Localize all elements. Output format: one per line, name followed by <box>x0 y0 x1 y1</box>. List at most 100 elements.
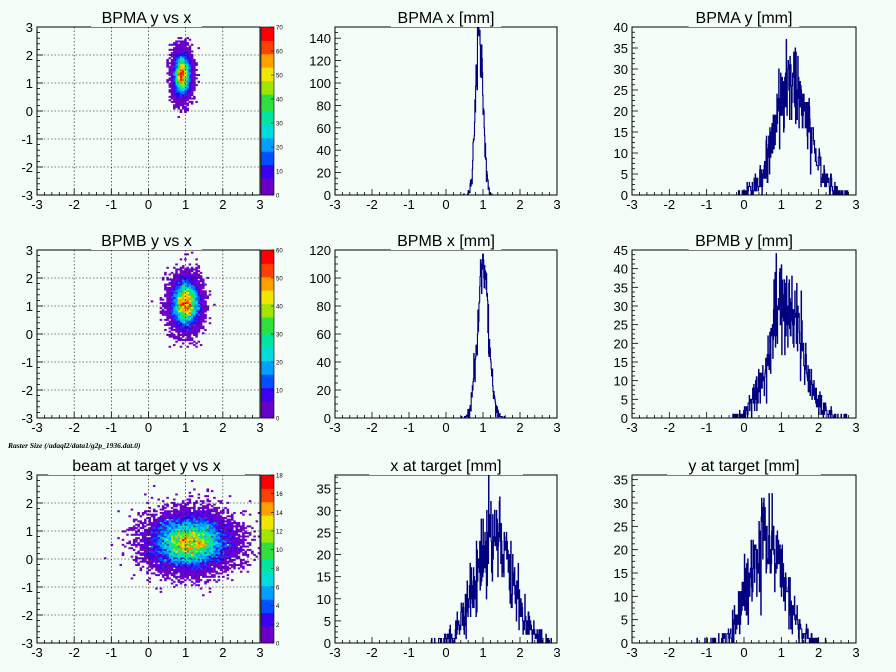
x-tick-label: -1 <box>701 645 713 660</box>
heatmap-cell <box>217 559 221 561</box>
heatmap-cell <box>177 575 181 578</box>
heatmap-cell <box>248 543 252 546</box>
heatmap-cell <box>195 572 198 575</box>
heatmap-cell <box>164 511 167 514</box>
heatmap-cell <box>184 325 187 328</box>
heatmap-cell <box>190 572 194 575</box>
heatmap-cell <box>202 508 205 511</box>
heatmap-cell <box>181 320 185 323</box>
heatmap-cell <box>186 567 189 570</box>
heatmap-cell <box>193 520 196 523</box>
heatmap-cell <box>228 495 232 498</box>
heatmap-cell <box>170 572 174 575</box>
heatmap-cell <box>184 528 187 531</box>
heatmap-cell <box>173 518 176 521</box>
color-scale-step <box>261 350 274 355</box>
heatmap-cell <box>199 555 203 558</box>
heatmap-cell <box>231 525 234 528</box>
heatmap-cell <box>186 305 189 308</box>
heatmap-cell <box>188 268 192 271</box>
color-scale-step <box>261 90 274 95</box>
heatmap-cell <box>179 258 183 261</box>
heatmap-cell <box>164 517 167 519</box>
heatmap-cell <box>175 45 178 48</box>
heatmap-cell <box>148 565 152 568</box>
heatmap-cell <box>159 318 163 321</box>
heatmap-cell <box>219 550 223 553</box>
heatmap-cell <box>179 102 183 105</box>
heatmap-cell <box>226 567 230 570</box>
heatmap-cell <box>159 310 163 313</box>
heatmap-cell <box>177 47 181 50</box>
heatmap-cell <box>186 102 189 105</box>
heatmap-cell <box>215 528 218 531</box>
heatmap-cell <box>210 523 214 526</box>
color-scale-step <box>261 364 274 368</box>
heatmap-cell <box>181 327 185 330</box>
heatmap-cell <box>233 530 236 533</box>
heatmap-cell <box>159 560 163 563</box>
heatmap-cell <box>148 537 152 540</box>
heatmap-cell <box>193 82 196 85</box>
heatmap-cell <box>177 528 181 531</box>
y-tick-label: 5 <box>324 614 331 629</box>
heatmap-cell <box>135 530 138 533</box>
y-tick-label: 40 <box>614 20 628 35</box>
x-tick-label: -1 <box>403 420 415 435</box>
heatmap-cell <box>242 532 245 535</box>
heatmap-cell <box>235 557 238 560</box>
heatmap-cell <box>173 286 176 289</box>
heatmap-cell <box>197 265 201 268</box>
heatmap-cell <box>181 545 185 548</box>
heatmap-cell <box>253 538 256 541</box>
heatmap-cell <box>168 82 172 85</box>
heatmap-cell <box>166 496 169 499</box>
heatmap-cell <box>197 570 201 573</box>
heatmap-cell <box>199 313 203 316</box>
heatmap-cell <box>132 542 136 545</box>
heatmap-cell <box>233 553 236 556</box>
heatmap-cell <box>219 552 223 555</box>
heatmap-cell <box>186 57 189 60</box>
heatmap-cell <box>181 500 185 503</box>
heatmap-cell <box>186 511 189 514</box>
heatmap-cell <box>186 308 189 311</box>
heatmap-cell <box>213 527 216 530</box>
heatmap-cell <box>166 334 169 336</box>
heatmap-cell <box>204 540 207 543</box>
heatmap-cell <box>197 522 201 525</box>
heatmap-cell <box>132 525 136 528</box>
heatmap-cell <box>199 564 203 567</box>
heatmap-cell <box>188 271 192 274</box>
heatmap-cell <box>202 527 205 530</box>
color-scale-step <box>261 538 274 543</box>
x-tick-label: -3 <box>31 645 43 660</box>
heatmap-cell <box>204 538 207 541</box>
heatmap-cell <box>170 527 174 530</box>
heatmap-cell <box>210 505 214 508</box>
heatmap-cell <box>206 490 210 493</box>
heatmap-cell <box>228 528 232 531</box>
heatmap-cell <box>219 543 223 546</box>
x-tick-label: 1 <box>778 420 785 435</box>
heatmap-cell <box>173 84 176 87</box>
heatmap-cell <box>166 313 169 316</box>
heatmap-cell <box>199 290 203 293</box>
heatmap-cell <box>199 320 203 323</box>
heatmap-cell <box>139 548 143 551</box>
heatmap-cell <box>190 542 194 545</box>
heatmap-cell <box>170 53 174 56</box>
heatmap-cell <box>159 565 163 568</box>
heatmap-cell <box>173 508 176 511</box>
heatmap-cell <box>181 48 185 51</box>
heatmap-cell <box>170 520 174 523</box>
heatmap-cell <box>177 280 181 283</box>
heatmap-cell <box>175 537 178 540</box>
heatmap-cell <box>213 553 216 556</box>
heatmap-cell <box>168 570 172 573</box>
heatmap-cell <box>197 283 201 286</box>
heatmap-cell <box>190 273 194 276</box>
color-scale-step <box>261 47 274 51</box>
heatmap-cell <box>226 510 230 513</box>
heatmap-cell <box>159 517 163 519</box>
